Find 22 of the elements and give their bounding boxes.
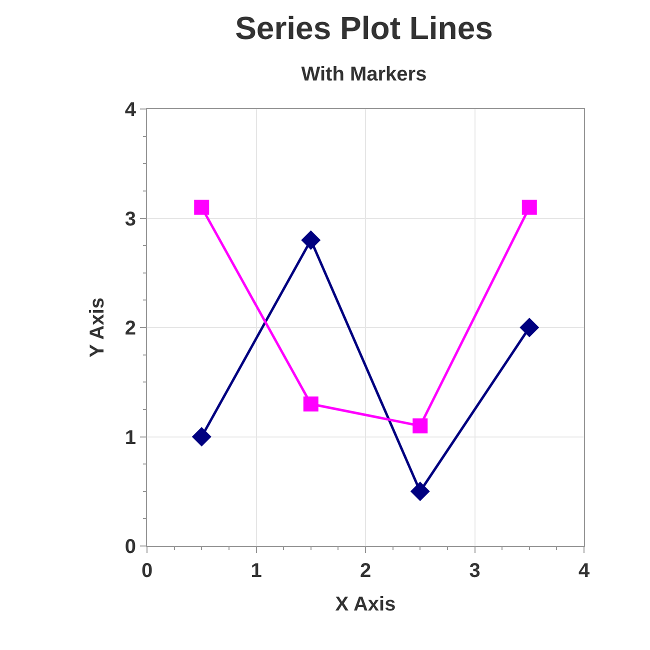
y-tick-label: 3 <box>124 208 136 230</box>
x-tick-label: 3 <box>469 560 480 582</box>
y-tick-label: 4 <box>124 99 137 121</box>
x-tick-label: 4 <box>578 560 590 582</box>
y-tick-label: 0 <box>124 536 136 558</box>
chart-subtitle: With Markers <box>301 64 427 86</box>
point <box>410 482 430 502</box>
point <box>522 200 537 215</box>
point <box>192 427 212 446</box>
y-tick-label: 1 <box>124 426 136 449</box>
point <box>301 230 321 250</box>
point <box>194 200 210 215</box>
point <box>412 418 428 434</box>
y-tick-label: 2 <box>124 318 136 340</box>
y-axis-title: Y Axis <box>86 297 108 358</box>
x-tick-label: 2 <box>360 560 372 582</box>
x-axis-title: X Axis <box>335 594 396 616</box>
x-tick-label: 1 <box>250 560 262 582</box>
point <box>520 318 540 338</box>
point <box>303 396 318 412</box>
chart-title: Series Plot Lines <box>235 10 493 46</box>
x-tick-label: 0 <box>141 560 153 582</box>
